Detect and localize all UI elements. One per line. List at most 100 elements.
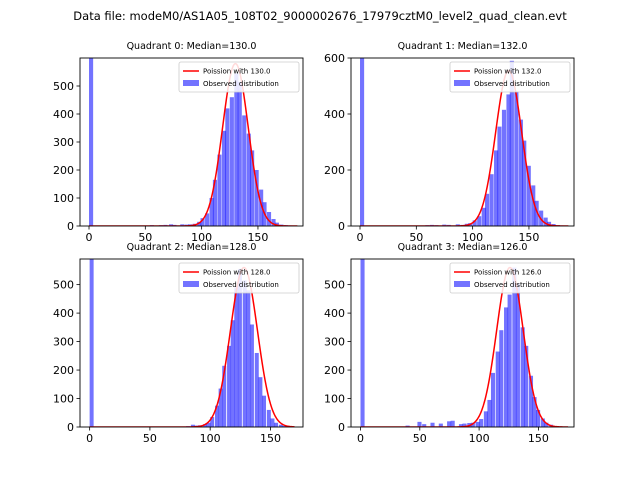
histogram-bar: [506, 94, 511, 226]
histogram-bar: [532, 397, 537, 427]
y-tick-label: 0: [338, 220, 345, 233]
histogram-bar: [89, 259, 94, 427]
histogram-bar: [360, 259, 365, 427]
histogram-bar: [278, 424, 283, 427]
histogram-bar: [206, 422, 211, 427]
histogram-bar: [514, 91, 519, 226]
histogram-bar: [205, 213, 210, 226]
histogram-bar: [242, 115, 247, 226]
histogram-bar: [234, 287, 239, 427]
y-tick-label: 0: [338, 421, 345, 434]
histogram-bar: [274, 422, 279, 427]
y-tick-label: 200: [53, 164, 74, 177]
histogram-bar: [528, 375, 534, 427]
histogram-bar: [546, 221, 552, 226]
histogram-bar: [168, 224, 174, 226]
histogram-bar: [180, 224, 185, 226]
y-tick-label: 500: [53, 279, 74, 292]
histogram-bar: [221, 130, 227, 226]
histogram-bar: [438, 423, 443, 427]
histogram-bar: [489, 174, 494, 226]
histogram-bar: [229, 97, 234, 226]
histogram-bar: [218, 388, 223, 427]
histogram-bar: [262, 395, 266, 427]
histogram-bar: [501, 109, 507, 226]
histogram-bar: [250, 150, 255, 226]
histogram-bar: [422, 424, 427, 427]
histogram-bar: [524, 345, 529, 427]
y-tick-label: 300: [324, 336, 345, 349]
legend-swatch-hist: [183, 281, 199, 287]
histogram-bar: [495, 351, 500, 427]
legend-box: [178, 61, 300, 93]
histogram-bar: [360, 58, 365, 226]
histogram-bar: [430, 422, 435, 427]
histogram-bar: [494, 150, 499, 226]
histogram-bar: [270, 418, 275, 427]
histogram-bar: [472, 220, 477, 226]
histogram-bar: [544, 422, 549, 427]
y-tick-label: 200: [324, 164, 345, 177]
y-tick-label: 400: [53, 307, 74, 320]
histogram-bar: [237, 268, 242, 427]
histogram-bar: [540, 418, 545, 427]
histogram-bar: [515, 283, 520, 427]
histogram-bar: [462, 423, 467, 427]
y-tick-label: 100: [53, 192, 74, 205]
histogram-bar: [212, 179, 218, 226]
histogram-bar: [470, 422, 475, 427]
x-tick-label: 50: [138, 231, 152, 244]
legend-label-curve: Poission with 126.0: [474, 269, 542, 277]
histogram-bar: [234, 73, 239, 226]
histogram-bar: [197, 221, 202, 226]
legend-swatch-hist: [454, 80, 470, 86]
histogram-bar: [209, 198, 214, 226]
histogram-bar: [200, 218, 205, 226]
y-tick-label: 200: [53, 364, 74, 377]
histogram-bar: [512, 267, 517, 427]
histogram-bar: [497, 126, 502, 226]
subplot-quadrant-0: Quadrant 0: Median=130.0 0 50 100 150 0 100 200…: [53, 41, 304, 244]
x-tick-label: 50: [409, 231, 423, 244]
histogram-bar: [202, 424, 207, 427]
x-tick-label: 150: [528, 432, 549, 445]
subplot-title: Quadrant 1: Median=132.0: [398, 41, 528, 52]
histogram-bar: [536, 409, 541, 427]
y-tick-label: 0: [67, 421, 74, 434]
legend-label-hist: Observed distribution: [474, 80, 550, 88]
histogram-bar: [499, 330, 504, 427]
plot-area: [360, 259, 569, 427]
y-tick-label: 0: [67, 220, 74, 233]
histogram-bar: [487, 399, 492, 427]
axes-frame: [79, 258, 304, 428]
subplot-title: Quadrant 2: Median=128.0: [127, 242, 257, 253]
histogram-bar: [518, 119, 523, 226]
histogram-bar: [509, 60, 514, 226]
legend-label-curve: Poission with 128.0: [203, 269, 271, 277]
histogram-bar: [222, 365, 227, 427]
x-tick-label: 0: [86, 432, 93, 445]
histogram-bar: [455, 224, 460, 226]
legend-label-curve: Poission with 130.0: [203, 68, 271, 76]
histogram-bar: [450, 420, 455, 427]
histogram-bar: [254, 170, 259, 226]
y-tick-label: 400: [53, 108, 74, 121]
legend-box: [449, 262, 571, 294]
histogram-bar: [215, 405, 219, 427]
histogram-bar: [89, 58, 94, 226]
legend: Poission with 132.0 Observed distribution: [449, 61, 571, 93]
x-tick-label: 100: [469, 432, 490, 445]
legend-label-hist: Observed distribution: [474, 281, 550, 289]
histogram-bar: [225, 108, 230, 226]
histogram-bar: [479, 419, 484, 427]
histogram-bar: [210, 417, 215, 427]
subplot-quadrant-1: Quadrant 1: Median=132.0 0 50 100 150 0 200 400…: [324, 41, 575, 244]
histogram-bar: [504, 307, 509, 427]
histogram-bar: [217, 154, 222, 226]
y-tick-label: 200: [324, 364, 345, 377]
x-tick-label: 100: [191, 231, 212, 244]
histogram-bar: [259, 189, 264, 226]
y-tick-label: 500: [53, 80, 74, 93]
legend-label-hist: Observed distribution: [203, 281, 279, 289]
x-tick-label: 0: [357, 231, 364, 244]
